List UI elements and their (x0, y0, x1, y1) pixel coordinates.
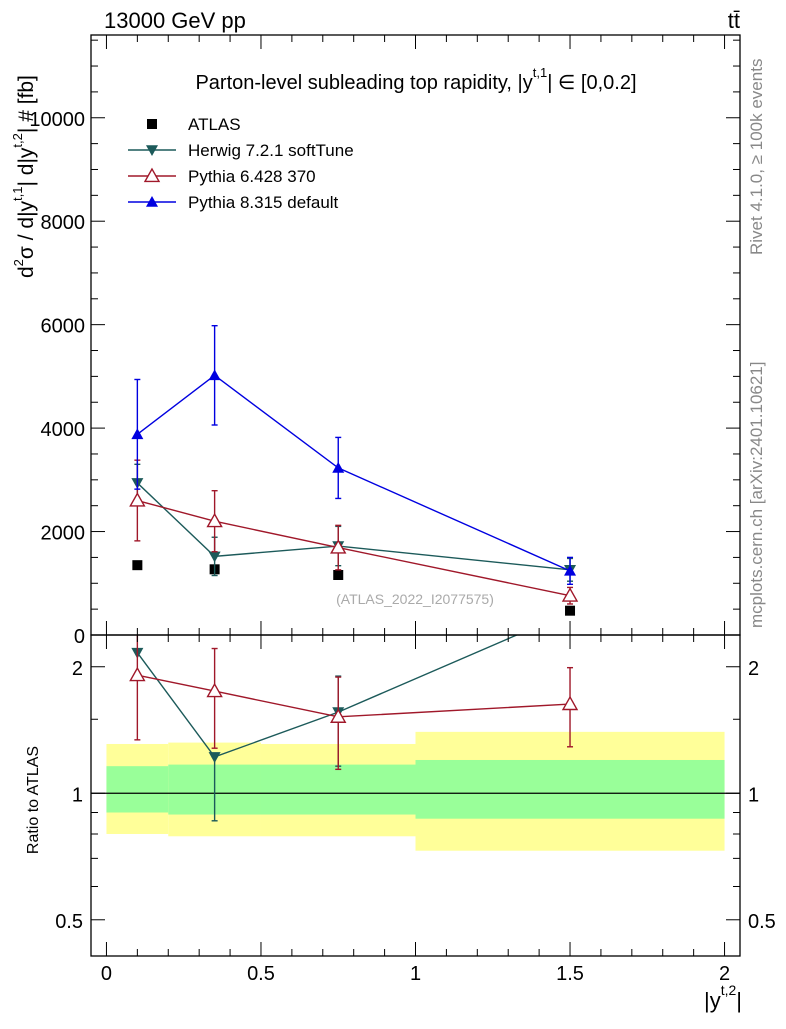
legend-marker (146, 145, 158, 156)
data-point (208, 551, 221, 563)
mcplots-label: mcplots.cern.ch [arXiv:2401.10621] (747, 362, 766, 628)
main-title: Parton-level subleading top rapidity, |y… (195, 65, 636, 94)
x-tick-label: 0 (101, 963, 112, 985)
title-tail-text: | ∈ [0,0.2] (547, 72, 636, 94)
rivet-label: Rivet 4.1.0, ≥ 100k events (747, 59, 766, 255)
x-tick-label: 1 (410, 963, 421, 985)
ratio-y-tick-label-left: 0.5 (55, 911, 83, 933)
series-0 (132, 560, 576, 616)
ratio-y-tick-label-right: 0.5 (748, 911, 776, 933)
y-tick-label: 8000 (41, 212, 86, 234)
data-point (564, 564, 577, 576)
main-y-axis-label: d2σ / d|yt,1| d|yt,2| # [fb] (10, 75, 38, 278)
ratio-data-point (206, 682, 223, 698)
legend: ATLAS Herwig 7.2.1 softTune Pythia 6.428 3… (128, 115, 354, 212)
series-line (136, 482, 571, 571)
y-tick-label: 4000 (41, 419, 86, 441)
data-point (332, 461, 345, 473)
ylabel-t2: t,2 (10, 133, 25, 147)
x-tick-label: 2 (719, 963, 730, 985)
ylabel-t1: t,1 (10, 187, 25, 201)
legend-label: Pythia 8.315 default (188, 193, 339, 212)
ratio-plot-content (91, 635, 740, 851)
ratio-y-axis-label: Ratio to ATLAS (25, 746, 42, 854)
y-tick-label: 2000 (41, 523, 86, 545)
uncertainty-band-green (415, 759, 725, 819)
xlabel-main: |y (704, 988, 721, 1013)
uncertainty-band-green (106, 766, 169, 813)
data-point (131, 428, 144, 440)
series-line (137, 499, 571, 597)
xlabel-sup: t,2 (721, 982, 737, 998)
process-label: tt̄ (728, 8, 740, 33)
ylabel-mid: | d|y (15, 147, 38, 186)
x-axis-label: |yt,2| (704, 982, 742, 1013)
series-1 (131, 463, 577, 582)
ratio-y-tick-label-left: 2 (72, 658, 83, 680)
main-ticks: 0 2000 4000 6000 8000 10000 (29, 35, 740, 648)
ratio-y-tick-label-right: 1 (748, 784, 759, 806)
legend-marker (143, 167, 161, 183)
ratio-data-point (561, 695, 579, 711)
ratio-panel: 0.5 0.5 1 1 2 2 0 0.5 1 1.5 2 Ratio to ATLAS |yt,2… (25, 634, 776, 1013)
ratio-series-line (137, 674, 571, 718)
ylabel-sigma: σ / d|y (15, 200, 38, 259)
main-panel: 0 2000 4000 6000 8000 10000 Parton-level subl… (10, 34, 741, 648)
legend-label: ATLAS (188, 115, 241, 134)
legend-marker (146, 196, 158, 207)
data-point (206, 512, 223, 528)
title-main-text: Parton-level subleading top rapidity, |y (195, 72, 532, 94)
ratio-y-tick-label-left: 1 (72, 784, 83, 806)
ylabel-exp: 2 (11, 259, 26, 266)
y-tick-label: 6000 (41, 316, 86, 338)
legend-label: Pythia 6.428 370 (188, 167, 316, 186)
data-point (330, 539, 347, 554)
xlabel-tail: | (736, 988, 742, 1013)
ylabel-tail: | # [fb] (15, 75, 38, 133)
data-point (208, 369, 221, 381)
title-superscript: t,1 (533, 65, 547, 80)
legend-entry: Pythia 6.428 370 (128, 167, 316, 186)
ratio-data-point (208, 752, 221, 763)
data-point (129, 492, 146, 507)
ratio-series-line (136, 635, 519, 758)
series-2 (129, 459, 579, 605)
series-3 (131, 324, 577, 586)
legend-entry: Herwig 7.2.1 softTune (128, 141, 354, 160)
ratio-y-tick-label-right: 2 (748, 658, 759, 680)
legend-entry: Pythia 8.315 default (128, 193, 339, 212)
data-point (561, 587, 579, 602)
analysis-watermark: (ATLAS_2022_I2077575) (336, 591, 494, 607)
y-tick-label: 0 (74, 626, 85, 648)
ylabel-d: d (15, 266, 38, 278)
data-point (333, 570, 344, 580)
ratio-data-point (330, 708, 347, 723)
x-tick-label: 0.5 (247, 963, 275, 985)
series-line (136, 374, 571, 572)
legend-marker (147, 119, 157, 129)
ratio-ticks: 0.5 0.5 1 1 2 2 0 0.5 1 1.5 2 (55, 635, 776, 985)
ratio-series-1 (129, 635, 579, 771)
legend-label: Herwig 7.2.1 softTune (188, 141, 354, 160)
energy-label: 13000 GeV pp (104, 8, 246, 33)
y-tick-label: 10000 (29, 109, 85, 131)
x-tick-label: 1.5 (556, 963, 584, 985)
uncertainty-band-green (260, 764, 416, 815)
data-point (565, 605, 576, 616)
data-point (132, 560, 143, 571)
ratio-data-point (129, 666, 146, 682)
main-plot-content (129, 324, 579, 616)
legend-entry: ATLAS (147, 115, 241, 134)
